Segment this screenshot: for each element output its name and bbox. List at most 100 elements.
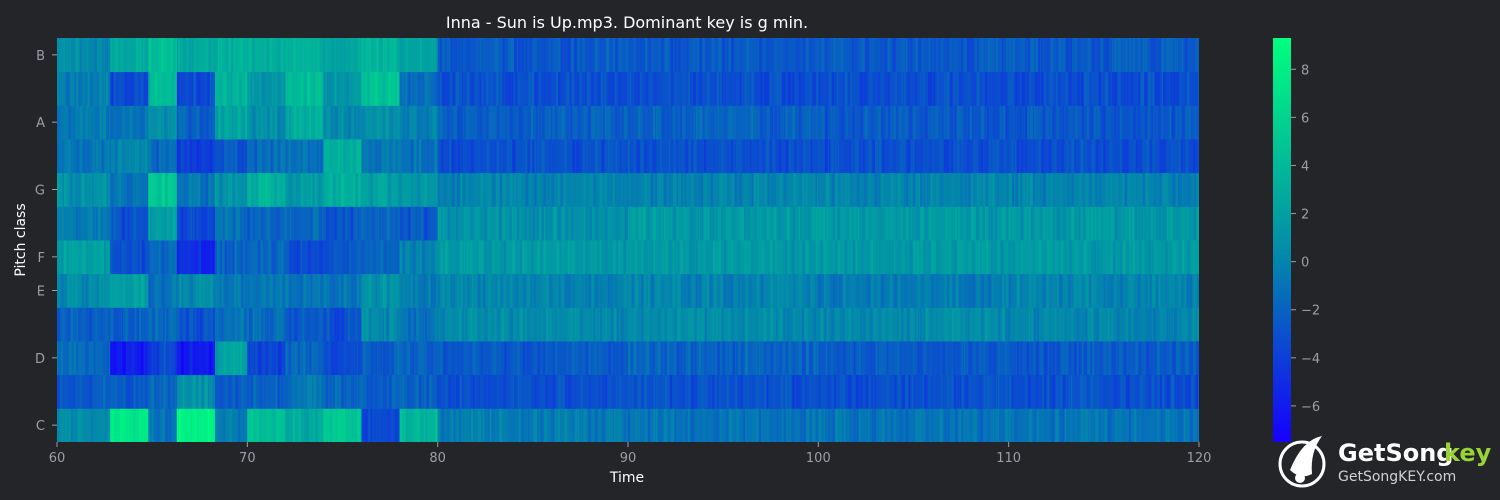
heatmap-stripe (930, 374, 933, 409)
heatmap-stripe (323, 139, 327, 174)
heatmap-stripe (1152, 139, 1156, 174)
heatmap-stripe (526, 341, 530, 376)
heatmap-stripe (996, 374, 998, 409)
heatmap-stripe (1067, 206, 1071, 241)
heatmap-stripe (212, 374, 215, 409)
heatmap-stripe (161, 408, 165, 442)
heatmap-stripe (759, 71, 764, 106)
heatmap-stripe (518, 139, 521, 174)
x-tick-label: 70 (239, 451, 256, 466)
heatmap-segment (437, 38, 629, 442)
heatmap-stripe (1160, 307, 1164, 342)
heatmap-stripe (201, 38, 205, 73)
heatmap-stripe (686, 38, 689, 73)
heatmap-stripe (568, 273, 571, 308)
heatmap-stripe (134, 307, 137, 342)
heatmap-stripe (437, 307, 439, 342)
heatmap-stripe (1109, 71, 1112, 106)
heatmap-stripe (103, 105, 106, 140)
x-tick-label: 120 (1187, 451, 1212, 466)
heatmap-stripe (557, 341, 560, 376)
heatmap-stripe (442, 273, 445, 308)
heatmap-stripe (1087, 307, 1091, 342)
heatmap-stripe (694, 172, 697, 207)
heatmap-stripe (1144, 71, 1148, 106)
heatmap-stripe (440, 71, 442, 106)
heatmap-stripe (577, 408, 580, 442)
heatmap-stripe (57, 374, 60, 409)
heatmap-stripe (619, 240, 621, 275)
heatmap-stripe (312, 71, 315, 106)
heatmap-stripe (1140, 71, 1144, 106)
heatmap-stripe (173, 307, 175, 342)
heatmap-stripe (666, 206, 670, 241)
heatmap-stripe (702, 341, 704, 376)
heatmap-stripe (578, 273, 581, 308)
heatmap-stripe (337, 139, 341, 174)
heatmap-stripe (690, 71, 692, 106)
heatmap-stripe (585, 172, 589, 207)
heatmap-stripe (114, 273, 116, 308)
heatmap-stripe (197, 408, 200, 442)
heatmap-stripe (276, 408, 280, 442)
heatmap-stripe (309, 206, 313, 241)
heatmap-stripe (822, 172, 825, 207)
heatmap-stripe (482, 273, 486, 308)
heatmap-stripe (628, 341, 631, 376)
heatmap-segment (214, 38, 248, 442)
heatmap-stripe (531, 374, 534, 409)
heatmap-stripe (805, 240, 809, 275)
heatmap-stripe (225, 374, 227, 409)
heatmap-stripe (1189, 273, 1193, 308)
heatmap-stripe (464, 374, 466, 409)
heatmap-stripe (1043, 374, 1047, 409)
heatmap-stripe (991, 206, 994, 241)
heatmap-stripe (791, 408, 795, 442)
heatmap-stripe (214, 240, 217, 275)
heatmap-stripe (65, 408, 67, 442)
heatmap-stripe (742, 307, 745, 342)
heatmap-stripe (1114, 38, 1118, 73)
heatmap-stripe (1016, 38, 1020, 73)
heatmap-stripe (1117, 307, 1120, 342)
heatmap-stripe (322, 408, 324, 442)
heatmap-stripe (789, 105, 792, 140)
heatmap-stripe (487, 172, 492, 207)
heatmap-stripe (378, 71, 381, 106)
heatmap-stripe (892, 38, 896, 73)
heatmap-stripe (883, 240, 885, 275)
heatmap-stripe (1026, 172, 1029, 207)
heatmap-stripe (606, 408, 609, 442)
heatmap-stripe (1022, 307, 1026, 342)
heatmap-stripe (840, 206, 843, 241)
heatmap-stripe (614, 71, 617, 106)
heatmap-stripe (706, 273, 709, 308)
heatmap-stripe (1153, 240, 1157, 275)
heatmap-stripe (916, 172, 918, 207)
heatmap-stripe (1079, 307, 1082, 342)
heatmap-stripe (486, 38, 490, 73)
heatmap-stripe (350, 139, 353, 174)
heatmap-stripe (547, 172, 550, 207)
heatmap-stripe (198, 374, 201, 409)
heatmap-stripe (402, 139, 406, 174)
heatmap-stripe (818, 341, 821, 376)
heatmap-stripe (736, 139, 740, 174)
heatmap-stripe (444, 38, 447, 73)
heatmap-stripe (492, 172, 496, 207)
heatmap-stripe (540, 273, 543, 308)
heatmap-stripe (726, 139, 730, 174)
heatmap-stripe (93, 71, 97, 106)
heatmap-stripe (696, 38, 699, 73)
heatmap-stripe (851, 408, 853, 442)
heatmap-stripe (1008, 105, 1010, 140)
heatmap-stripe (497, 408, 500, 442)
heatmap-stripe (766, 139, 770, 174)
heatmap-stripe (1095, 307, 1099, 342)
heatmap-stripe (1185, 206, 1189, 241)
heatmap-stripe (1181, 273, 1184, 308)
heatmap-stripe (681, 172, 683, 207)
heatmap-stripe (773, 374, 775, 409)
heatmap-stripe (695, 240, 698, 275)
heatmap-stripe (1050, 240, 1052, 275)
